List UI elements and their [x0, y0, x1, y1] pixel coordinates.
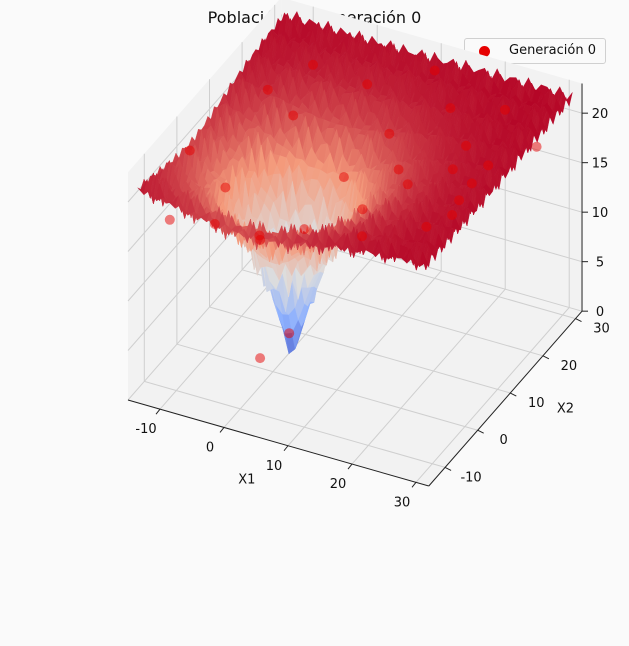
grid-line-x — [287, 270, 442, 447]
y-tick-mark — [542, 355, 550, 360]
y-tick-label: 20 — [561, 359, 578, 374]
x-tick-mark — [347, 463, 353, 470]
data-point — [288, 110, 299, 121]
data-point — [262, 84, 273, 95]
data-point — [483, 160, 494, 171]
data-point — [209, 219, 220, 229]
y-tick-mark — [510, 392, 517, 397]
data-point — [338, 172, 349, 183]
data-point — [284, 328, 295, 339]
data-point — [461, 140, 472, 151]
data-point — [421, 221, 432, 232]
z-tick-label: 10 — [592, 206, 609, 221]
data-point — [184, 145, 195, 156]
data-point — [447, 210, 458, 220]
y-axis-label: X2 — [557, 402, 574, 417]
data-point — [255, 353, 266, 364]
grid-line-y — [209, 306, 511, 394]
y-tick-mark — [575, 318, 582, 323]
x-tick-mark — [155, 408, 161, 415]
data-point — [429, 65, 440, 76]
grid-line-y — [176, 343, 478, 431]
y-tick-label: 10 — [528, 396, 545, 411]
data-point — [220, 182, 231, 193]
grid-line-x — [223, 252, 378, 428]
z-tick-label: 5 — [596, 256, 604, 271]
y-tick-label: -10 — [460, 470, 481, 485]
z-tick-label: 0 — [596, 305, 604, 320]
grid-line-y — [144, 380, 446, 468]
data-point — [447, 164, 458, 175]
data-point — [445, 103, 456, 114]
x-tick-mark — [411, 482, 417, 488]
data-point — [357, 204, 368, 215]
y-tick-label: 0 — [500, 433, 508, 448]
x-tick-label: 30 — [394, 495, 411, 510]
x-tick-label: 10 — [266, 459, 283, 474]
data-point — [384, 128, 395, 139]
legend-label: Generación 0 — [509, 43, 596, 58]
data-point — [164, 214, 175, 225]
y-tick-mark — [477, 429, 484, 434]
grid-line-x — [415, 307, 570, 483]
data-point — [308, 59, 318, 70]
x-tick-mark — [219, 427, 225, 433]
y-axis-line — [428, 310, 583, 487]
x-tick-label: 0 — [206, 440, 214, 455]
x-tick-mark — [283, 445, 289, 452]
x-axis-label: X1 — [238, 473, 255, 488]
floor-pane — [128, 225, 583, 487]
data-point — [402, 179, 413, 190]
data-point — [531, 141, 542, 152]
surface-patch — [419, 251, 429, 268]
data-point — [357, 231, 367, 242]
data-point — [466, 178, 477, 189]
data-point — [500, 104, 510, 115]
data-point — [454, 195, 465, 206]
y-tick-mark — [444, 466, 452, 471]
x-tick-label: -10 — [135, 422, 156, 437]
data-point — [299, 224, 310, 235]
z-tick-label: 20 — [592, 107, 609, 122]
legend-marker — [479, 46, 490, 57]
data-point — [393, 164, 404, 175]
data-point — [362, 79, 373, 90]
grid-line-x — [351, 288, 506, 465]
data-point — [254, 230, 265, 241]
y-tick-label: 30 — [593, 322, 610, 337]
z-tick-label: 15 — [592, 157, 609, 172]
x-axis-line — [127, 399, 429, 487]
x-tick-label: 20 — [330, 477, 347, 492]
